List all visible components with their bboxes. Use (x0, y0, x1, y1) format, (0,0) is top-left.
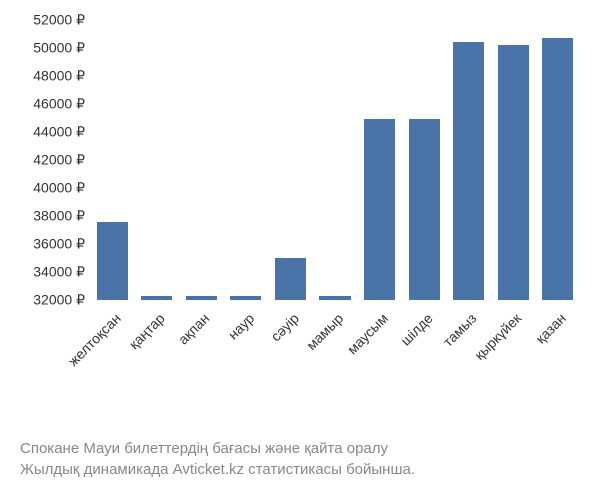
y-tick-label: 36000 ₽ (10, 236, 85, 253)
x-tick-label: желтоқсан (65, 310, 124, 369)
bar (186, 296, 217, 300)
y-tick-label: 46000 ₽ (10, 96, 85, 113)
bar (498, 45, 529, 300)
bar (141, 296, 172, 300)
x-tick-label: ақпан (175, 310, 212, 347)
bar (230, 296, 261, 300)
x-axis: желтоқсанқаңтарақпаннаурсәуірмамырмаусым… (90, 305, 580, 425)
x-tick-label: мамыр (303, 310, 346, 353)
bar (275, 258, 306, 300)
y-tick-label: 32000 ₽ (10, 292, 85, 309)
x-tick-label: тамыз (440, 310, 480, 350)
bar (453, 42, 484, 300)
bar (97, 222, 128, 300)
x-tick-label: шілде (397, 310, 436, 349)
y-tick-label: 52000 ₽ (10, 12, 85, 29)
y-tick-label: 42000 ₽ (10, 152, 85, 169)
y-tick-label: 38000 ₽ (10, 208, 85, 225)
x-tick-label: маусым (344, 310, 391, 357)
y-tick-label: 34000 ₽ (10, 264, 85, 281)
y-axis: 32000 ₽34000 ₽36000 ₽38000 ₽40000 ₽42000… (10, 20, 85, 300)
caption-line-1: Спокане Мауи билеттердің бағасы және қай… (20, 438, 415, 459)
x-tick-label: қаңтар (126, 310, 168, 352)
y-tick-label: 44000 ₽ (10, 124, 85, 141)
x-tick-label: наур (225, 310, 258, 343)
y-tick-label: 40000 ₽ (10, 180, 85, 197)
y-tick-label: 50000 ₽ (10, 40, 85, 57)
x-tick-label: сәуір (267, 310, 301, 344)
chart-container: 32000 ₽ 34000 ₽ 36000 ₽ 38000 ₽ 40000 ₽ 42000… (10, 10, 590, 430)
caption-line-2: Жылдық динамикада Avticket.kz статистика… (20, 459, 415, 480)
chart-caption: Спокане Мауи билеттердің бағасы және қай… (20, 438, 415, 480)
y-tick-label: 48000 ₽ (10, 68, 85, 85)
bars-group (90, 20, 580, 300)
bar (409, 119, 440, 300)
x-tick-label: қазан (532, 310, 569, 347)
bar (364, 119, 395, 300)
bar (542, 38, 573, 300)
plot-area (90, 20, 580, 300)
bar (319, 296, 350, 300)
x-tick-label: қыркүйек (472, 310, 525, 363)
